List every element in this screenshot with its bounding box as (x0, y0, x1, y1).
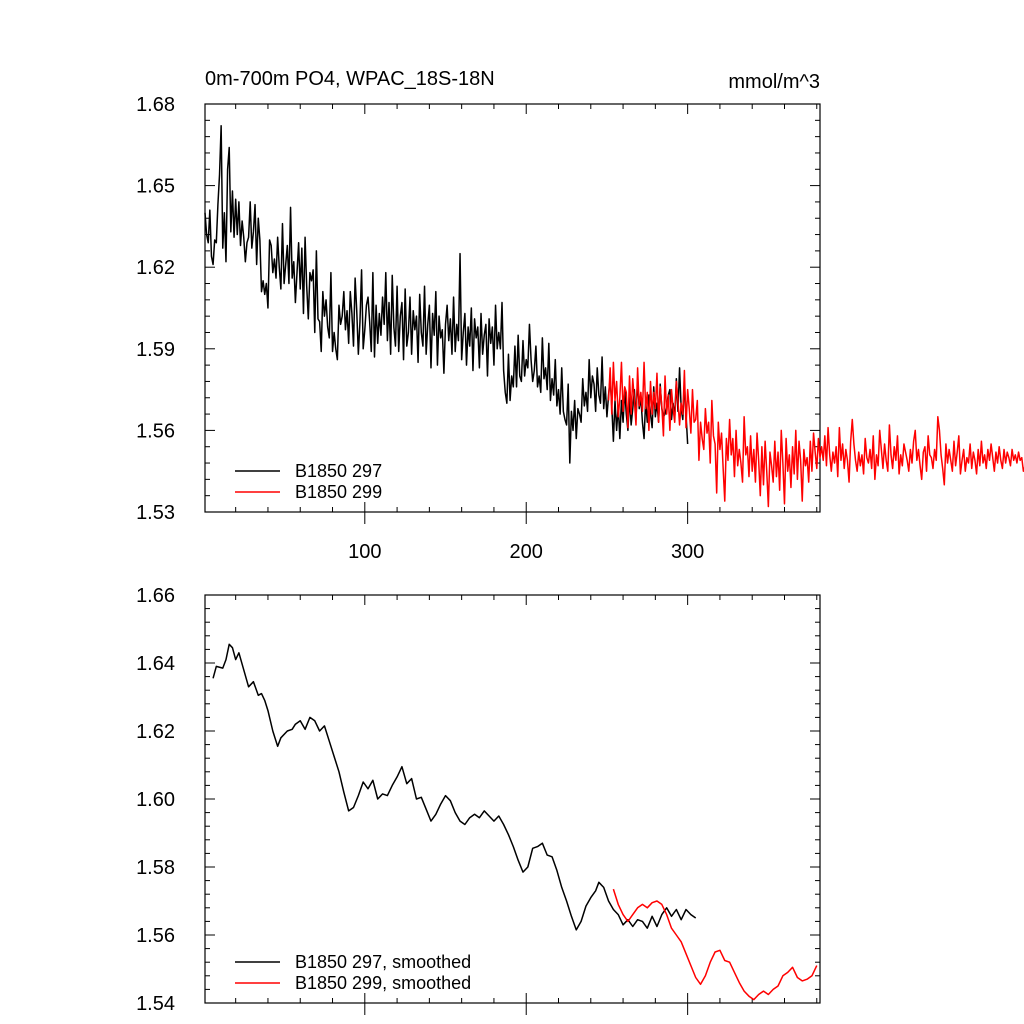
top-panel: 0m-700m PO4, WPAC_18S-18N mmol/m^3 1.531… (136, 68, 1024, 563)
y-tick-label: 1.65 (136, 176, 175, 198)
series-line-1 (607, 361, 1024, 508)
chart-title: 0m-700m PO4, WPAC_18S-18N (205, 68, 495, 90)
x-axis-labels: 100 200 300 (348, 541, 704, 563)
bottom-panel: 1.54 1.56 1.58 1.60 1.62 1.64 1.66 B1850 297, … (136, 585, 821, 1015)
series-line-0 (212, 643, 697, 931)
y-tick-label: 1.56 (136, 420, 175, 442)
axis-ticks (205, 594, 820, 1015)
plot-frame (204, 103, 821, 513)
y-tick-label: 1.58 (136, 857, 175, 879)
series-line-1 (612, 888, 818, 1001)
y-tick-label: 1.53 (136, 502, 175, 524)
x-tick-label: 200 (510, 541, 543, 563)
y-axis-labels: 1.53 1.56 1.59 1.62 1.65 1.68 (136, 94, 175, 524)
x-tick-label: 300 (671, 541, 704, 563)
legend-label-1: B1850 299, smoothed (295, 973, 471, 993)
series-lines (204, 125, 1024, 508)
axis-ticks (205, 103, 820, 524)
legend-label-0: B1850 297, smoothed (295, 952, 471, 972)
units-label: mmol/m^3 (728, 71, 820, 93)
y-tick-label: 1.54 (136, 993, 175, 1015)
series-lines (212, 643, 818, 1001)
y-tick-label: 1.62 (136, 257, 175, 279)
y-tick-label: 1.56 (136, 925, 175, 947)
legend: B1850 297 B1850 299 (235, 461, 382, 502)
legend-label-0: B1850 297 (295, 461, 382, 481)
legend-label-1: B1850 299 (295, 482, 382, 502)
series-line-0 (204, 125, 689, 464)
y-tick-label: 1.68 (136, 94, 175, 116)
y-tick-label: 1.59 (136, 339, 175, 361)
y-tick-label: 1.66 (136, 585, 175, 607)
y-tick-label: 1.60 (136, 789, 175, 811)
x-tick-label: 100 (348, 541, 381, 563)
plot-frame (204, 594, 821, 1004)
y-tick-label: 1.62 (136, 721, 175, 743)
y-axis-labels: 1.54 1.56 1.58 1.60 1.62 1.64 1.66 (136, 585, 175, 1015)
y-tick-label: 1.64 (136, 653, 175, 675)
legend: B1850 297, smoothed B1850 299, smoothed (235, 952, 471, 993)
